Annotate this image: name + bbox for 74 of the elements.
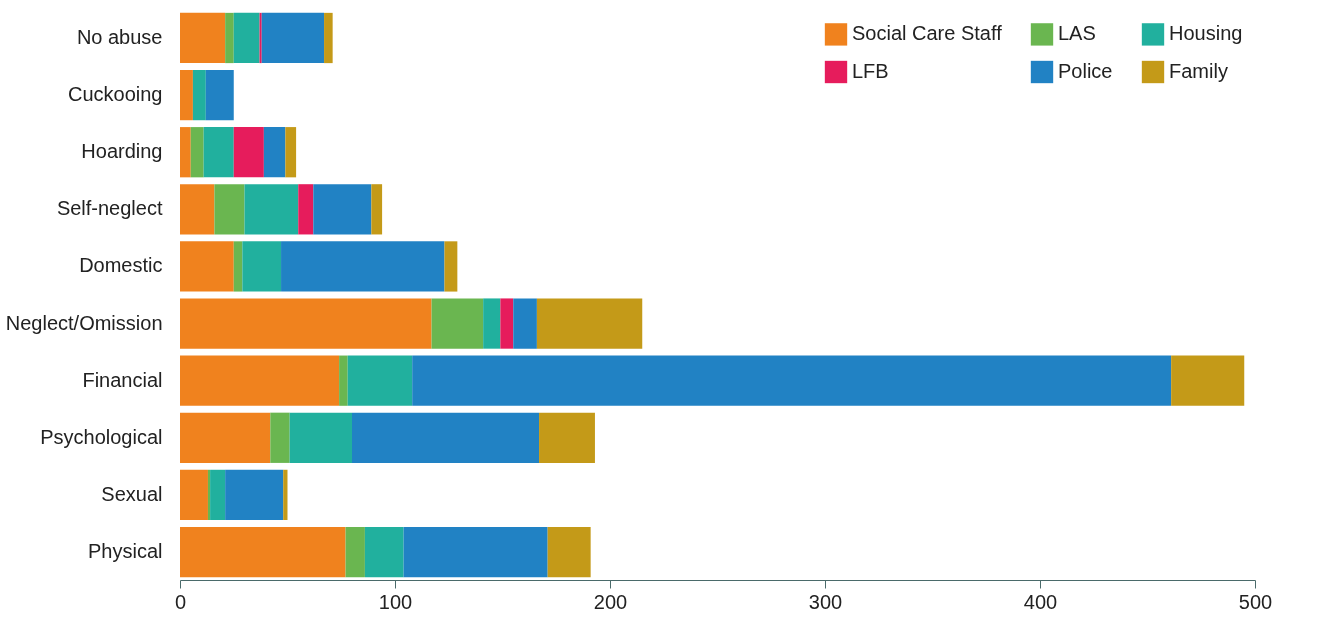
bar xyxy=(536,298,643,349)
y-tick-label: No abuse xyxy=(76,25,163,48)
y-tick-label: Domestic xyxy=(79,254,163,277)
bar xyxy=(345,526,365,578)
x-tick-label: 300 xyxy=(808,590,843,613)
bar xyxy=(285,127,297,178)
bar xyxy=(203,127,234,178)
bar xyxy=(180,241,234,292)
x-tick-label: 0 xyxy=(174,590,187,613)
x-tick-label: 200 xyxy=(593,590,628,613)
bar xyxy=(180,69,193,121)
legend-label: LAS xyxy=(1058,22,1096,45)
bar xyxy=(539,412,595,463)
bar xyxy=(281,241,445,292)
bar xyxy=(270,412,290,463)
bar xyxy=(347,355,413,406)
bar xyxy=(283,469,288,521)
bar xyxy=(225,12,234,64)
y-tick-label: Neglect/Omission xyxy=(5,311,163,334)
y-tick-label: Cuckooing xyxy=(67,83,163,106)
legend-label: Family xyxy=(1169,60,1228,82)
bar xyxy=(192,69,206,121)
bar xyxy=(225,469,284,521)
bar xyxy=(180,469,208,521)
bar xyxy=(483,298,501,349)
bar xyxy=(207,469,211,521)
bar xyxy=(180,298,432,349)
legend-label: Police xyxy=(1058,60,1113,82)
bar xyxy=(313,184,372,235)
y-tick-label: Financial xyxy=(82,368,163,391)
bar xyxy=(261,12,325,64)
bar xyxy=(180,12,226,64)
y-tick-label: Physical xyxy=(88,540,163,563)
legend-label: LFB xyxy=(852,60,889,82)
bar xyxy=(547,526,591,578)
y-tick-label: Psychological xyxy=(40,425,163,448)
bar xyxy=(180,412,271,463)
bar xyxy=(289,412,352,463)
bar xyxy=(233,241,243,292)
bar xyxy=(339,355,348,406)
bar xyxy=(364,526,404,578)
bar xyxy=(1171,355,1245,406)
x-tick-label: 400 xyxy=(1023,590,1058,613)
bar xyxy=(190,127,204,178)
bar xyxy=(371,184,383,235)
bar xyxy=(431,298,484,349)
bar xyxy=(214,184,245,235)
bar xyxy=(352,412,540,463)
bar xyxy=(180,526,346,578)
bar xyxy=(513,298,537,349)
bar xyxy=(233,12,260,64)
bar xyxy=(324,12,333,64)
bar xyxy=(244,184,299,235)
bar xyxy=(298,184,314,235)
x-tick-label: 500 xyxy=(1238,590,1273,613)
bar xyxy=(210,469,226,521)
bar xyxy=(412,355,1172,406)
bar xyxy=(233,127,264,178)
bar xyxy=(263,127,286,178)
bar xyxy=(180,127,191,178)
legend-label: Housing xyxy=(1169,22,1243,45)
x-tick-label: 100 xyxy=(378,590,413,613)
bar xyxy=(444,241,458,292)
bar xyxy=(205,69,234,121)
legend-label: Social Care Staff xyxy=(852,22,1003,45)
bar xyxy=(180,184,215,235)
y-tick-label: Self-neglect xyxy=(56,197,163,220)
bar xyxy=(403,526,548,578)
bar xyxy=(259,12,262,64)
y-tick-label: Sexual xyxy=(101,482,163,505)
y-tick-label: Hoarding xyxy=(81,140,163,163)
bar xyxy=(180,355,340,406)
bar xyxy=(242,241,282,292)
bar xyxy=(500,298,514,349)
